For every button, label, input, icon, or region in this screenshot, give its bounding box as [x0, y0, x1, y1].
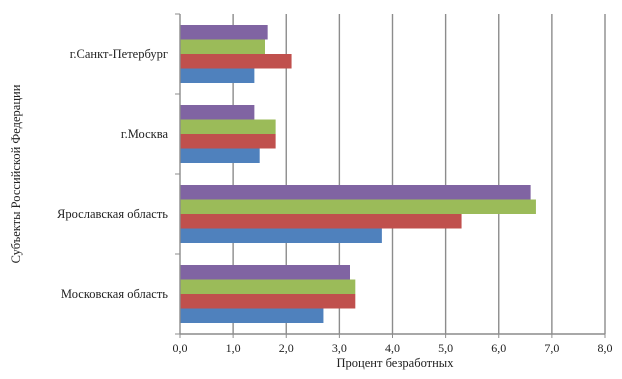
x-tick-label: 5,0: [438, 341, 453, 355]
x-tick-label: 2,0: [279, 341, 294, 355]
bar: [180, 214, 462, 229]
bar: [180, 199, 536, 214]
y-category-label: г.Москва: [121, 127, 169, 141]
bar: [180, 54, 292, 69]
bar: [180, 25, 268, 40]
axes: [175, 13, 606, 338]
x-tick-label: 4,0: [385, 341, 400, 355]
bar: [180, 228, 382, 243]
bar: [180, 68, 255, 83]
x-tick-label: 7,0: [544, 341, 559, 355]
labels: Процент безработных Субъекты Российской …: [9, 47, 613, 370]
y-category-label: г.Санкт-Петербург: [70, 47, 168, 61]
x-tick-label: 6,0: [491, 341, 506, 355]
y-axis-title: Субъекты Российской Федерации: [9, 84, 23, 263]
bars: [180, 25, 536, 323]
x-tick-label: 0,0: [173, 341, 188, 355]
bar: [180, 265, 350, 280]
bar: [180, 148, 260, 163]
bar: [180, 119, 276, 134]
bar: [180, 105, 255, 120]
bar: [180, 308, 324, 323]
bar: [180, 279, 356, 294]
bar: [180, 134, 276, 149]
x-axis-title: Процент безработных: [337, 356, 455, 370]
y-category-label: Ярославская область: [57, 207, 168, 221]
x-tick-label: 3,0: [332, 341, 347, 355]
bar: [180, 185, 531, 200]
bar: [180, 294, 356, 309]
x-tick-label: 1,0: [226, 341, 241, 355]
x-tick-label: 8,0: [598, 341, 613, 355]
bar: [180, 39, 265, 54]
y-category-label: Московская область: [61, 287, 168, 301]
